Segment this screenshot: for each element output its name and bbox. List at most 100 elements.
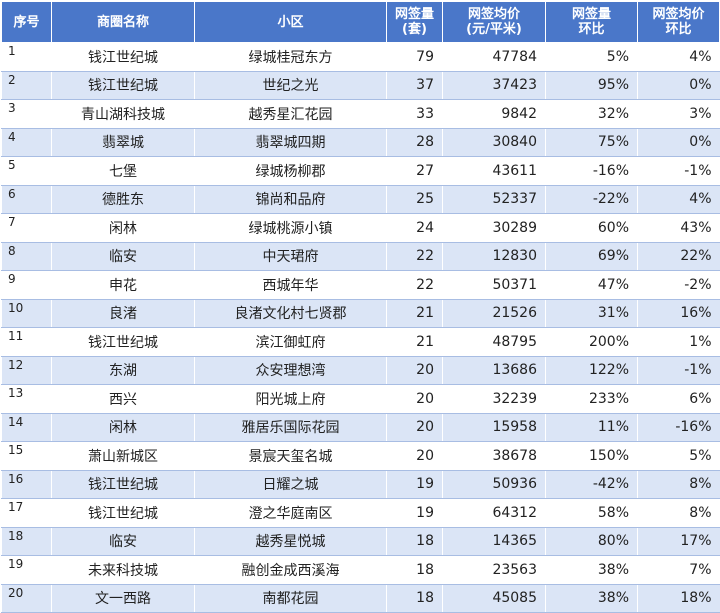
table-row: 5 七堡 绿城杨柳郡 27 43611 -16% -1% <box>1 156 720 186</box>
cell-index: 8 <box>1 242 52 271</box>
table-row: 18 临安 越秀星悦城 18 14365 80% 17% <box>1 527 720 556</box>
header-price: 网签均价 (元/平米) <box>442 1 546 43</box>
cell-deals-mom: 80% <box>545 527 638 556</box>
cell-deals-mom: 38% <box>545 555 638 585</box>
cell-community: 越秀星悦城 <box>194 527 387 556</box>
cell-deals-mom: -42% <box>545 470 638 499</box>
header-price-line1: 网签均价 <box>467 7 520 22</box>
cell-index: 19 <box>1 555 52 585</box>
cell-price: 37423 <box>442 71 546 100</box>
cell-index: 14 <box>1 413 52 442</box>
header-price-mom: 网签均价 环比 <box>637 1 720 43</box>
cell-price-mom: 3% <box>637 99 720 129</box>
header-index: 序号 <box>1 1 52 43</box>
cell-index: 18 <box>1 527 52 556</box>
cell-deals: 20 <box>386 413 443 442</box>
cell-deals-mom: 31% <box>545 299 638 328</box>
cell-deals: 24 <box>386 213 443 243</box>
table-row: 20 文一西路 南都花园 18 45085 38% 18% <box>1 584 720 613</box>
cell-deals-mom: 200% <box>545 327 638 357</box>
cell-deals-mom: 150% <box>545 441 638 471</box>
cell-community: 景宸天玺名城 <box>194 441 387 471</box>
cell-deals: 19 <box>386 498 443 528</box>
cell-deals-mom: 32% <box>545 99 638 129</box>
cell-community: 南都花园 <box>194 584 387 613</box>
cell-price-mom: 1% <box>637 327 720 357</box>
cell-price: 9842 <box>442 99 546 129</box>
cell-deals: 18 <box>386 555 443 585</box>
cell-price: 38678 <box>442 441 546 471</box>
cell-deals: 27 <box>386 156 443 186</box>
cell-index: 9 <box>1 270 52 300</box>
cell-community: 世纪之光 <box>194 71 387 100</box>
cell-index: 2 <box>1 71 52 100</box>
cell-community: 绿城杨柳郡 <box>194 156 387 186</box>
header-deals: 网签量 (套) <box>386 1 443 43</box>
cell-area: 德胜东 <box>51 185 195 214</box>
table-row: 17 钱江世纪城 澄之华庭南区 19 64312 58% 8% <box>1 498 720 528</box>
table-row: 8 临安 中天珺府 22 12830 69% 22% <box>1 242 720 271</box>
cell-area: 临安 <box>51 242 195 271</box>
cell-deals: 25 <box>386 185 443 214</box>
cell-deals: 20 <box>386 356 443 385</box>
header-deals-mom: 网签量 环比 <box>545 1 638 43</box>
cell-price-mom: 0% <box>637 71 720 100</box>
cell-price-mom: 22% <box>637 242 720 271</box>
cell-price-mom: 18% <box>637 584 720 613</box>
cell-deals: 21 <box>386 327 443 357</box>
cell-area: 闲林 <box>51 413 195 442</box>
cell-deals: 28 <box>386 128 443 157</box>
cell-price: 52337 <box>442 185 546 214</box>
cell-index: 20 <box>1 584 52 613</box>
cell-price: 48795 <box>442 327 546 357</box>
header-row: 序号 商圈名称 小区 网签量 (套) 网签均价 (元/平米) 网签量 环比 网签均价环… <box>1 1 720 43</box>
cell-deals-mom: 58% <box>545 498 638 528</box>
cell-price-mom: 6% <box>637 384 720 414</box>
cell-deals-mom: 5% <box>545 42 638 72</box>
header-deals-line2: (套) <box>402 22 427 37</box>
cell-deals: 22 <box>386 270 443 300</box>
cell-price-mom: 43% <box>637 213 720 243</box>
table-row: 1 钱江世纪城 绿城桂冠东方 79 47784 5% 4% <box>1 42 720 72</box>
cell-community: 众安理想湾 <box>194 356 387 385</box>
cell-area: 萧山新城区 <box>51 441 195 471</box>
table-row: 10 良渚 良渚文化村七贤郡 21 21526 31% 16% <box>1 299 720 328</box>
cell-price-mom: 17% <box>637 527 720 556</box>
cell-index: 4 <box>1 128 52 157</box>
cell-price: 45085 <box>442 584 546 613</box>
cell-price: 43611 <box>442 156 546 186</box>
cell-price-mom: 8% <box>637 470 720 499</box>
cell-community: 阳光城上府 <box>194 384 387 414</box>
cell-community: 翡翠城四期 <box>194 128 387 157</box>
cell-area: 翡翠城 <box>51 128 195 157</box>
table-row: 2 钱江世纪城 世纪之光 37 37423 95% 0% <box>1 71 720 100</box>
table-row: 12 东湖 众安理想湾 20 13686 122% -1% <box>1 356 720 385</box>
header-area: 商圈名称 <box>51 1 195 43</box>
cell-deals-mom: 95% <box>545 71 638 100</box>
cell-index: 1 <box>1 42 52 72</box>
cell-deals: 22 <box>386 242 443 271</box>
cell-price: 50371 <box>442 270 546 300</box>
cell-area: 青山湖科技城 <box>51 99 195 129</box>
cell-deals: 20 <box>386 441 443 471</box>
cell-price: 30840 <box>442 128 546 157</box>
cell-price-mom: 16% <box>637 299 720 328</box>
cell-deals: 37 <box>386 71 443 100</box>
table-row: 16 钱江世纪城 日耀之城 19 50936 -42% 8% <box>1 470 720 499</box>
cell-price: 14365 <box>442 527 546 556</box>
cell-deals-mom: 75% <box>545 128 638 157</box>
cell-community: 日耀之城 <box>194 470 387 499</box>
cell-deals: 19 <box>386 470 443 499</box>
cell-deals: 21 <box>386 299 443 328</box>
table-row: 15 萧山新城区 景宸天玺名城 20 38678 150% 5% <box>1 441 720 471</box>
cell-price-mom: -1% <box>637 356 720 385</box>
cell-price-mom: -16% <box>637 413 720 442</box>
table-row: 13 西兴 阳光城上府 20 32239 233% 6% <box>1 384 720 414</box>
cell-index: 12 <box>1 356 52 385</box>
cell-community: 雅居乐国际花园 <box>194 413 387 442</box>
cell-price: 12830 <box>442 242 546 271</box>
cell-deals: 20 <box>386 384 443 414</box>
cell-deals-mom: 47% <box>545 270 638 300</box>
cell-price-mom: 8% <box>637 498 720 528</box>
